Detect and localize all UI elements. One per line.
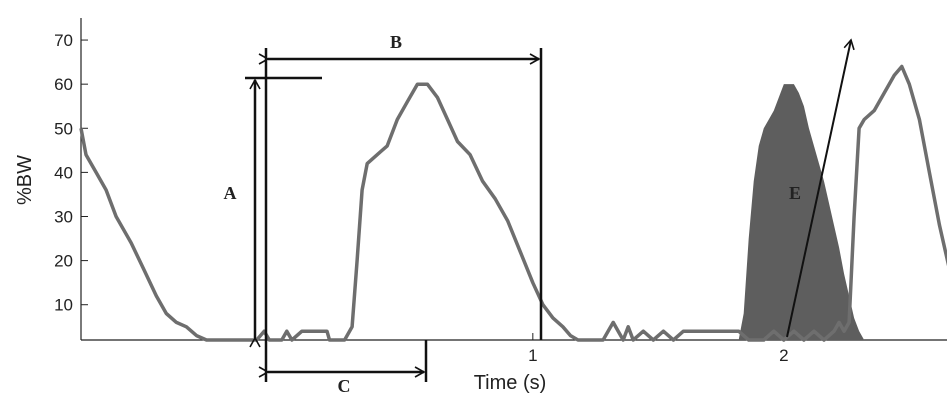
annotations: A B C D E — [224, 32, 855, 396]
y-tick-label: 30 — [54, 207, 73, 226]
y-tick-label: 60 — [54, 75, 73, 94]
y-tick-label: 40 — [54, 163, 73, 182]
y-tick-label: 10 — [54, 296, 73, 315]
annotation-E-label: E — [789, 183, 801, 203]
y-tick-label: 50 — [54, 119, 73, 138]
y-tick-label: 20 — [54, 252, 73, 271]
y-ticks: 10 20 30 40 50 60 70 — [54, 31, 88, 315]
x-tick-label: 2 — [779, 346, 788, 365]
annotation-D-label: D — [594, 183, 607, 203]
x-axis-title: Time (s) — [474, 372, 547, 394]
impulse-area-D — [738, 84, 865, 340]
y-axis-title: %BW — [14, 155, 36, 205]
annotation-E-arrow — [786, 38, 855, 338]
annotation-C-label: C — [338, 376, 351, 396]
y-tick-label: 70 — [54, 31, 73, 50]
x-ticks: 123 — [528, 333, 789, 365]
annotation-B-label: B — [390, 32, 402, 52]
x-tick-label: 1 — [528, 346, 537, 365]
annotation-A-label: A — [224, 183, 237, 203]
